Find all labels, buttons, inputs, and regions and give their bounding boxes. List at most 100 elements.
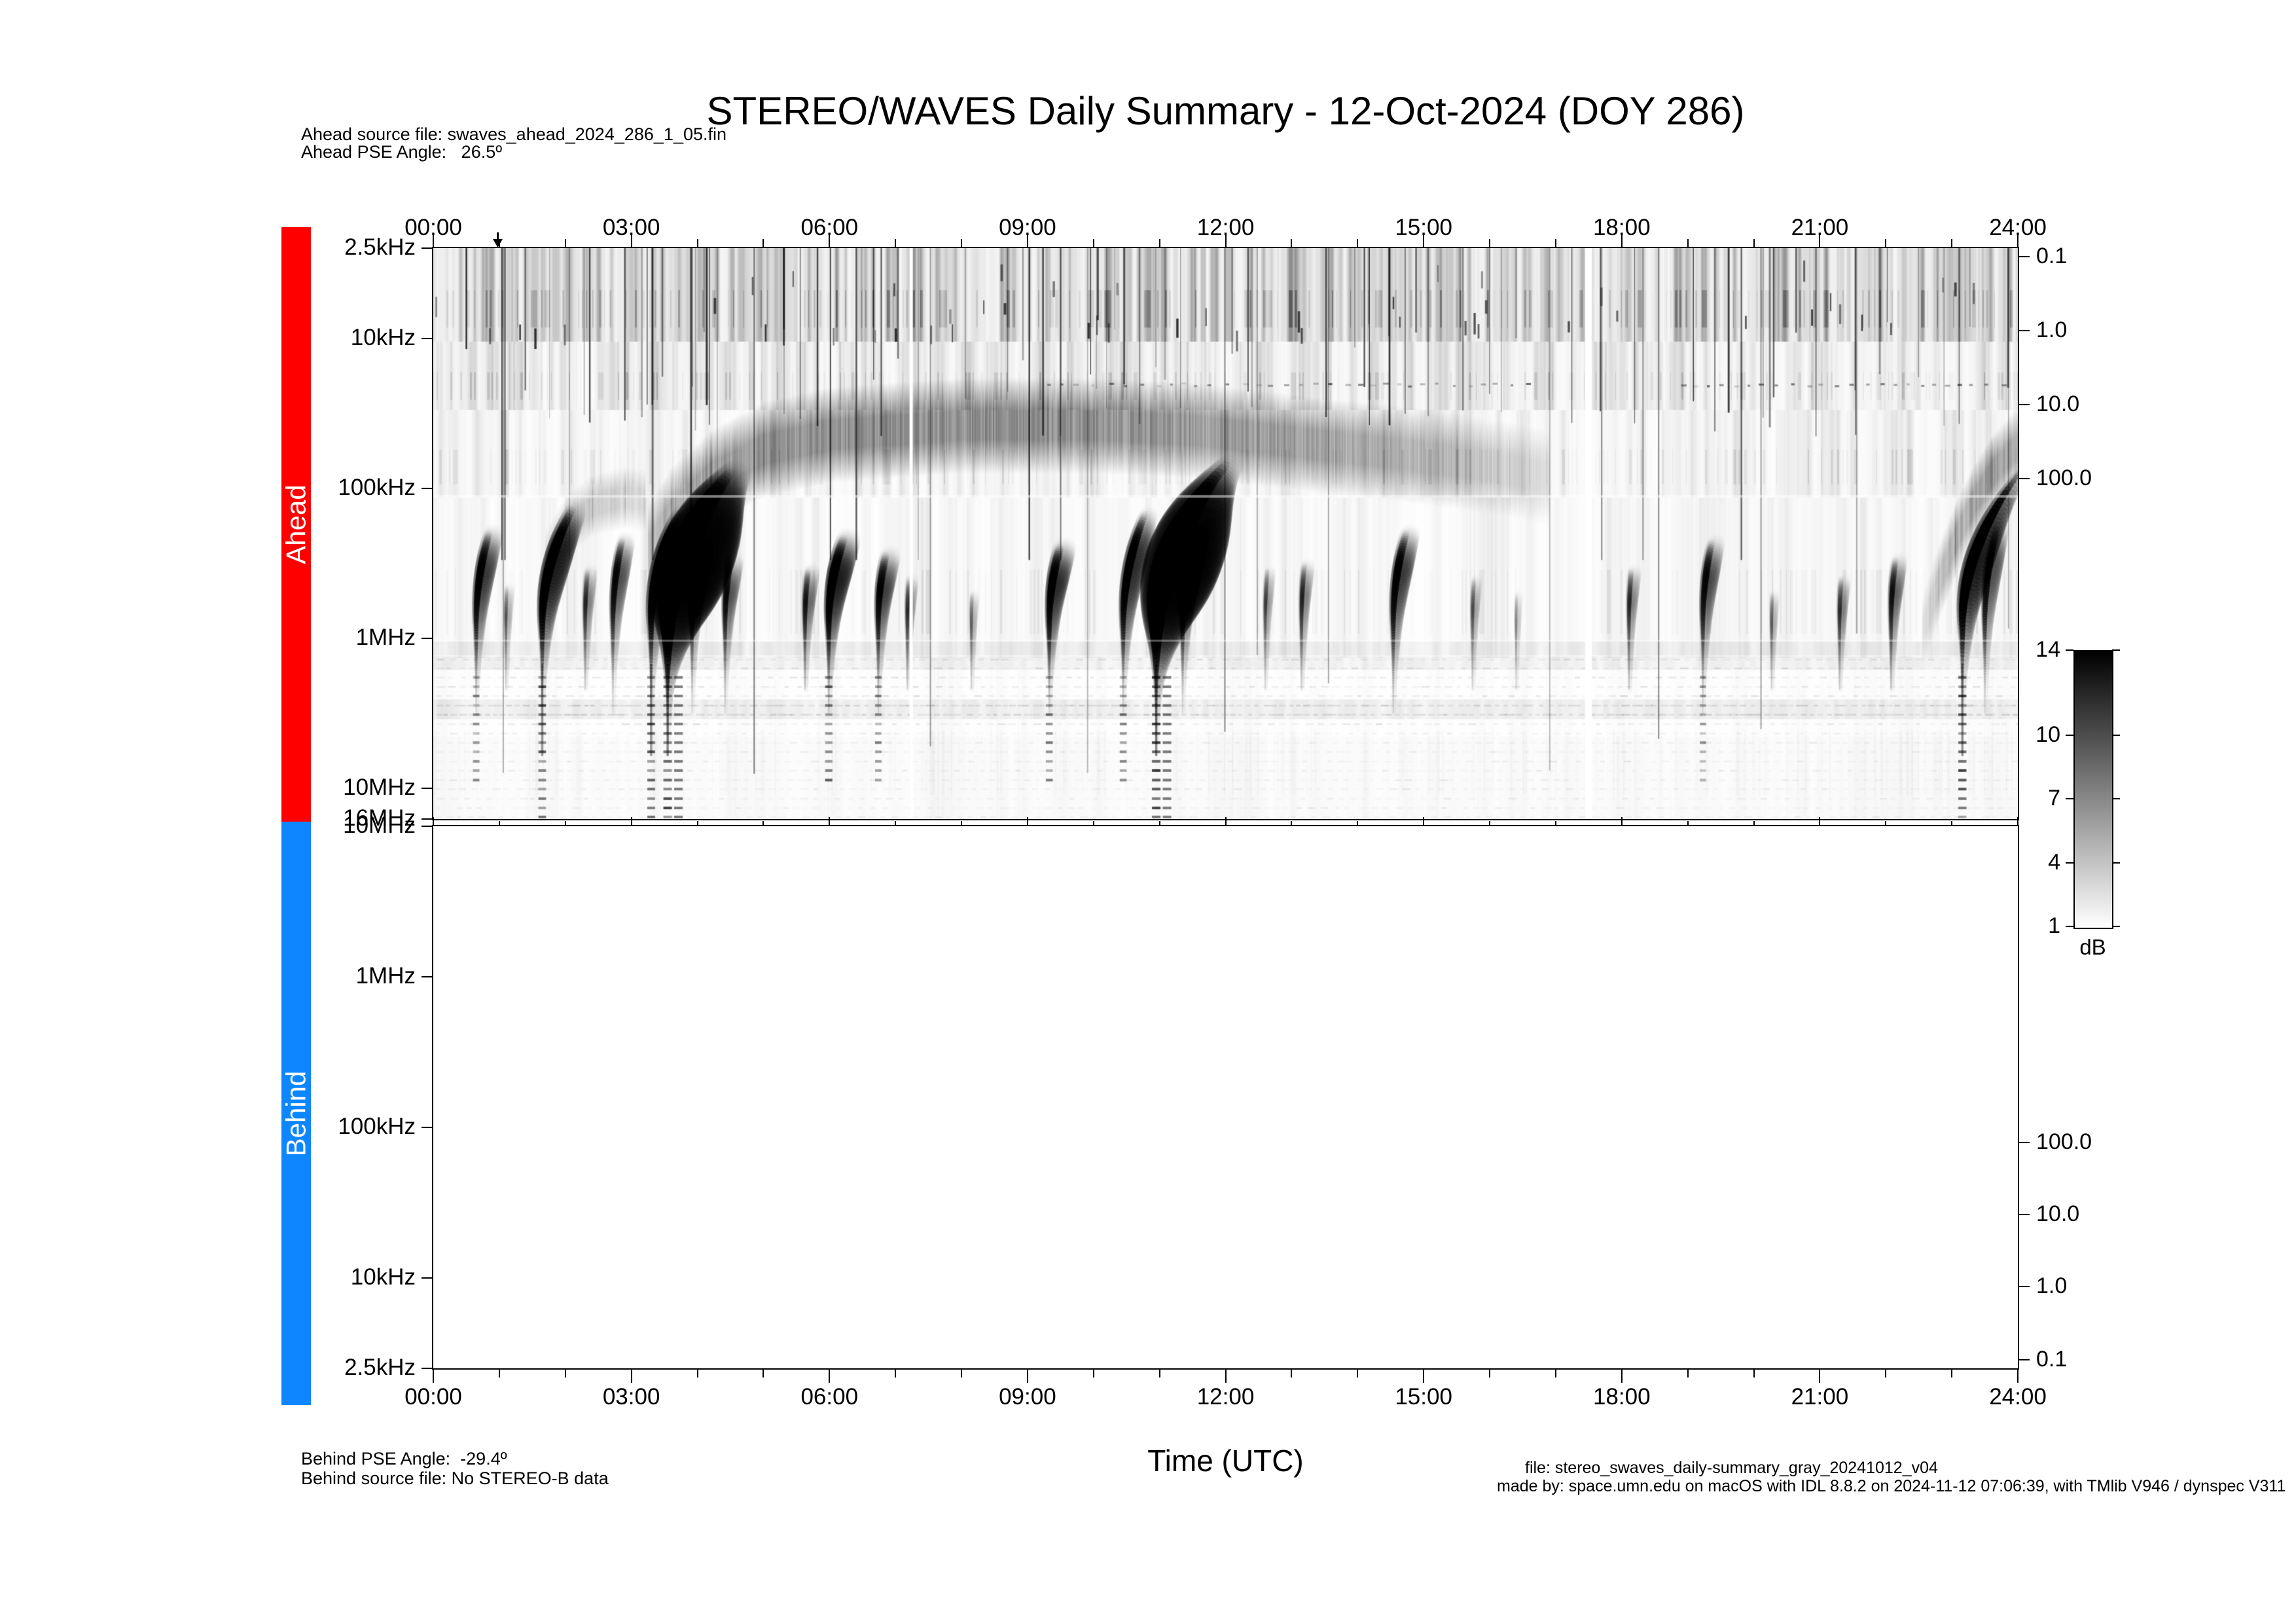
right-label-behind: 0.1	[2036, 1346, 2068, 1372]
time-tick-mid	[1291, 821, 1293, 826]
time-tick-bottom	[1357, 1370, 1359, 1377]
time-tick-mid	[1687, 821, 1689, 826]
freq-tick-behind	[422, 1277, 432, 1279]
time-label-top: 21:00	[1791, 215, 1849, 240]
x-axis-title: Time (UTC)	[1147, 1444, 1304, 1478]
freq-tick-ahead	[422, 337, 432, 339]
colorbar	[2073, 650, 2113, 929]
time-tick-bottom	[1621, 1370, 1623, 1383]
freq-tick-ahead	[422, 488, 432, 490]
time-tick-mid	[564, 821, 566, 826]
time-tick-mid	[829, 817, 831, 826]
time-tick-top	[762, 239, 764, 247]
freq-tick-behind	[422, 1368, 432, 1369]
ahead-spectrogram-panel	[432, 247, 2019, 820]
time-tick-top	[630, 234, 632, 247]
freq-label-ahead: 2.5kHz	[344, 234, 416, 260]
time-tick-top	[1687, 239, 1689, 247]
freq-label-ahead: 16MHz	[343, 805, 416, 831]
time-tick-top	[498, 239, 500, 247]
time-tick-top	[1621, 234, 1623, 247]
freq-tick-behind	[422, 976, 432, 977]
colorbar-tick-right	[2112, 862, 2120, 864]
time-tick-bottom	[630, 1370, 632, 1383]
time-label-top: 15:00	[1395, 215, 1452, 240]
time-tick-bottom	[1291, 1370, 1293, 1377]
colorbar-tick-right	[2112, 798, 2120, 800]
time-tick-bottom	[1687, 1370, 1689, 1377]
time-tick-top	[1819, 234, 1821, 247]
right-tick-ahead	[2019, 403, 2030, 405]
ahead-pse-angle-note: Ahead PSE Angle: 26.5º	[301, 142, 503, 162]
time-tick-mid	[1026, 817, 1028, 826]
time-tick-top	[1951, 239, 1953, 247]
time-tick-top	[1554, 239, 1556, 247]
colorbar-tick-left	[2066, 862, 2073, 864]
time-tick-top	[1885, 239, 1887, 247]
time-label-bottom: 06:00	[800, 1384, 859, 1410]
time-tick-top	[1026, 234, 1028, 247]
time-label-bottom: 00:00	[404, 1384, 462, 1410]
right-tick-behind	[2019, 1213, 2030, 1215]
time-tick-mid	[1225, 817, 1227, 826]
time-tick-mid	[433, 817, 434, 826]
time-label-top: 18:00	[1592, 215, 1651, 240]
freq-label-behind: 10kHz	[350, 1264, 416, 1290]
colorbar-tick-left	[2066, 734, 2073, 736]
time-tick-top	[564, 239, 566, 247]
right-label-ahead: 1.0	[2036, 318, 2068, 342]
right-tick-ahead	[2019, 330, 2030, 331]
time-label-bottom: 09:00	[999, 1384, 1056, 1410]
time-tick-top	[1158, 239, 1160, 247]
time-tick-top	[829, 234, 831, 247]
time-tick-bottom	[1423, 1370, 1425, 1383]
colorbar-tick-right	[2112, 734, 2120, 736]
time-tick-mid	[895, 821, 897, 826]
freq-label-behind: 100kHz	[338, 1113, 416, 1139]
colorbar-label: 4	[2048, 849, 2060, 875]
freq-tick-ahead	[422, 638, 432, 640]
time-tick-bottom	[829, 1370, 831, 1383]
colorbar-label: 7	[2048, 786, 2060, 811]
right-label-ahead: 0.1	[2036, 244, 2068, 269]
time-tick-mid	[630, 817, 632, 826]
time-tick-top	[1423, 234, 1425, 247]
time-tick-top	[1489, 239, 1490, 247]
time-tick-mid	[1753, 821, 1755, 826]
time-tick-mid	[762, 821, 764, 826]
ahead-spectrogram-canvas	[433, 248, 2018, 819]
time-tick-mid	[696, 821, 698, 826]
right-tick-ahead	[2019, 256, 2030, 258]
freq-label-behind: 10MHz	[343, 812, 416, 838]
colorbar-tick-right	[2112, 926, 2120, 927]
event-marker-arrow-icon	[493, 232, 503, 247]
time-label-bottom: 24:00	[1989, 1384, 2047, 1410]
time-label-bottom: 03:00	[602, 1384, 660, 1410]
colorbar-tick-left	[2066, 649, 2073, 651]
right-label-ahead: 100.0	[2036, 465, 2092, 491]
right-label-ahead: 10.0	[2036, 391, 2080, 416]
time-label-bottom: 21:00	[1791, 1384, 1849, 1410]
time-tick-bottom	[1158, 1370, 1160, 1377]
time-tick-bottom	[1225, 1370, 1227, 1383]
freq-tick-behind	[422, 1126, 432, 1128]
time-tick-bottom	[1951, 1370, 1953, 1377]
time-tick-mid	[1158, 821, 1160, 826]
colorbar-label: 1	[2048, 913, 2060, 938]
freq-label-behind: 1MHz	[355, 962, 416, 989]
time-tick-top	[433, 234, 434, 247]
time-label-top: 24:00	[1989, 215, 2047, 240]
time-tick-bottom	[696, 1370, 698, 1377]
behind-pse-angle-note: Behind PSE Angle: -29.4º	[301, 1449, 507, 1468]
time-tick-bottom	[564, 1370, 566, 1377]
time-tick-top	[895, 239, 897, 247]
time-label-bottom: 18:00	[1592, 1384, 1651, 1410]
right-tick-behind	[2019, 1359, 2030, 1360]
time-tick-mid	[1554, 821, 1556, 826]
colorbar-label: 10	[2036, 721, 2060, 747]
ahead-source-file-note: Ahead source file: swaves_ahead_2024_286…	[301, 124, 727, 144]
time-label-bottom: 15:00	[1395, 1384, 1452, 1410]
freq-tick-ahead	[422, 247, 432, 249]
file-note: file: stereo_swaves_daily-summary_gray_2…	[1525, 1459, 1938, 1477]
